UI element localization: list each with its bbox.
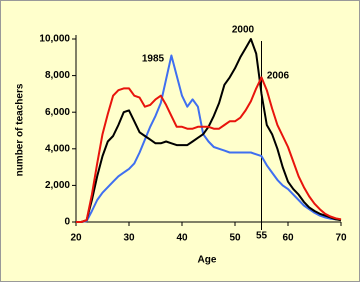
y-axis-label: number of teachers [15, 83, 26, 176]
series-label: 2000 [232, 25, 255, 36]
series-line [76, 76, 342, 223]
y-tick-label: 4,000 [45, 143, 70, 154]
x-tick-label: 40 [176, 233, 188, 244]
x-tick-label: 60 [282, 233, 294, 244]
series-label: 2006 [267, 71, 290, 82]
series-label: 1985 [142, 54, 165, 65]
x-tick-label: 70 [335, 233, 347, 244]
marker-label: 55 [256, 231, 268, 242]
x-axis-label: Age [198, 255, 217, 266]
y-tick-label: 8,000 [45, 70, 70, 81]
x-tick-label: 20 [70, 233, 82, 244]
x-tick-label: 50 [229, 233, 241, 244]
y-tick-label: 6,000 [45, 107, 70, 118]
y-tick-label: 10,000 [39, 34, 70, 45]
y-tick-label: 0 [64, 217, 70, 228]
y-tick-label: 2,000 [45, 180, 70, 191]
series-line [76, 54, 342, 223]
x-tick-label: 30 [123, 233, 135, 244]
